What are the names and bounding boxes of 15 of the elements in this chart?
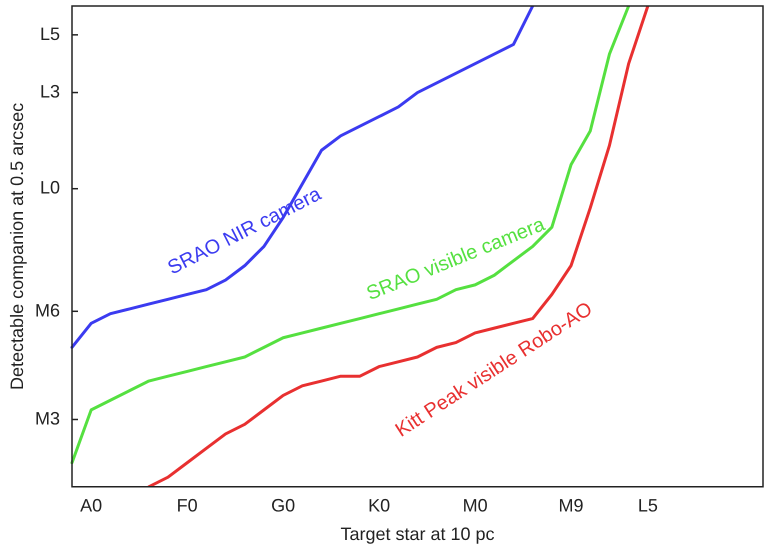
x-tick-label: M9 — [558, 496, 584, 516]
x-tick-label: F0 — [176, 496, 198, 516]
x-tick-label: M0 — [462, 496, 488, 516]
text: L5 — [40, 24, 60, 44]
text: M3 — [34, 408, 60, 428]
x-tick-label: L5 — [638, 496, 658, 516]
text: M6 — [34, 300, 60, 320]
text: SRAO visible camera — [363, 213, 549, 306]
x-tick-label: K0 — [368, 496, 390, 516]
x-tick-label: A0 — [80, 496, 102, 516]
text: L0 — [40, 178, 60, 198]
x-axis-title: Target star at 10 pc — [340, 524, 495, 544]
x-tick-label: G0 — [271, 496, 296, 516]
y-axis-title: Detectable companion at 0.5 arcsec — [6, 102, 27, 390]
text: L3 — [40, 82, 60, 102]
